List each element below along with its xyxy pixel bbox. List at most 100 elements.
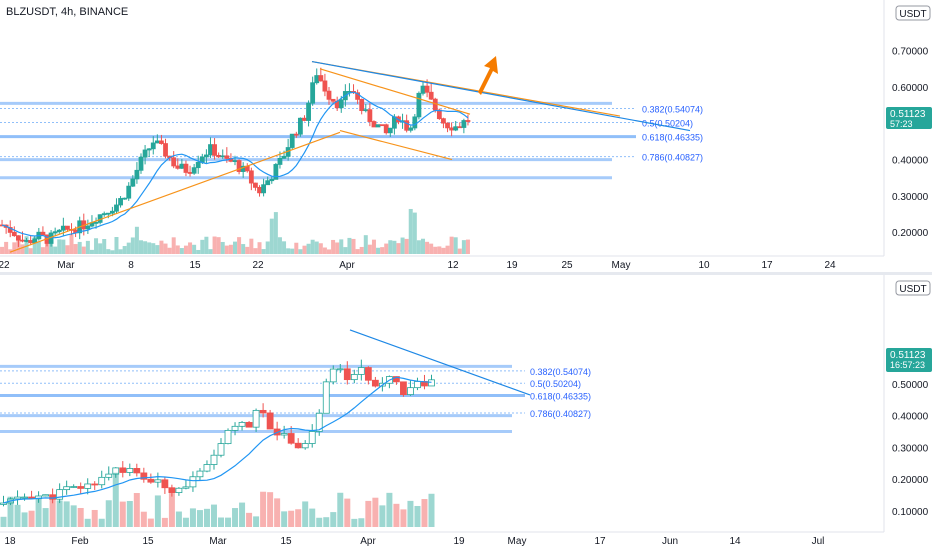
currency-badge xyxy=(895,5,931,21)
candle-body xyxy=(308,431,316,444)
symbol-title: BLZUSDT, 4h, BINANCE xyxy=(6,6,129,18)
y-tick-label: 0.40000 xyxy=(892,412,929,423)
volume-bar xyxy=(302,245,307,254)
candle-body xyxy=(318,75,324,82)
pane-divider[interactable] xyxy=(0,272,932,275)
volume-bar xyxy=(237,237,242,254)
candle-body xyxy=(414,381,421,389)
volume-bar xyxy=(330,512,337,527)
bar-countdown: 16:57:23 xyxy=(890,360,925,370)
candle-body xyxy=(154,140,160,144)
candle-body xyxy=(252,409,260,428)
volume-bar xyxy=(98,243,103,254)
volume-bar xyxy=(363,235,368,254)
candle-body xyxy=(105,473,113,478)
x-tick-label: Apr xyxy=(339,260,355,271)
volume-bar xyxy=(372,497,379,527)
volume-bar xyxy=(290,248,295,254)
volume-bar xyxy=(337,492,344,527)
volume-bar xyxy=(388,240,393,254)
candle-body xyxy=(40,231,46,236)
candle-body xyxy=(407,387,414,395)
volume-bar xyxy=(133,493,140,527)
volume-bar xyxy=(81,246,86,254)
candle-body xyxy=(350,374,358,381)
volume-bar xyxy=(192,244,197,254)
volume-bar xyxy=(393,503,400,527)
volume-bar xyxy=(175,245,180,254)
volume-bar xyxy=(49,495,56,527)
volume-bar xyxy=(21,512,28,527)
x-tick-label: 10 xyxy=(698,260,710,271)
volume-bar xyxy=(151,243,156,254)
x-tick-label: Jul xyxy=(812,536,825,547)
candle-body xyxy=(203,154,209,158)
currency-label: USDT xyxy=(899,9,926,20)
candle-body xyxy=(404,120,410,131)
volume-bar xyxy=(94,238,99,254)
volume-bar xyxy=(143,241,148,254)
candle-body xyxy=(15,235,21,241)
volume-bar xyxy=(225,517,232,527)
candle-body xyxy=(175,487,183,493)
x-tick-label: 17 xyxy=(594,536,606,547)
candle-body xyxy=(14,496,21,500)
volume-bar xyxy=(105,500,112,527)
candle-body xyxy=(112,467,120,475)
candle-body xyxy=(336,368,344,371)
volume-bar xyxy=(189,508,196,527)
chart-4h-svg[interactable]: USDT0.700000.600000.500000.400000.300000… xyxy=(0,0,932,272)
volume-bar xyxy=(347,237,352,254)
volume-bar xyxy=(376,247,381,254)
volume-bar xyxy=(102,239,107,254)
volume-bar xyxy=(16,236,21,254)
candle-body xyxy=(449,127,455,131)
volume-bar xyxy=(0,516,7,527)
x-tick-label: 22 xyxy=(252,260,264,271)
channel-lower-line xyxy=(339,129,453,161)
candle-body xyxy=(322,80,328,92)
volume-bar xyxy=(130,237,135,254)
volume-bar xyxy=(188,242,193,254)
volume-bar xyxy=(183,245,188,254)
candle-body xyxy=(293,133,299,136)
fib-level-label: 0.382(0.54074) xyxy=(530,367,591,377)
x-tick-label: Mar xyxy=(57,260,75,271)
chart-1d-svg[interactable]: USDT0.600000.500000.400000.300000.200000… xyxy=(0,275,932,550)
volume-bar xyxy=(412,212,417,254)
volume-bar xyxy=(249,238,254,254)
volume-bar xyxy=(155,245,160,254)
x-tick-label: 15 xyxy=(189,260,201,271)
volume-bar xyxy=(295,509,302,527)
candle-body xyxy=(168,487,176,493)
candle-body xyxy=(0,502,7,505)
volume-bar xyxy=(351,238,356,254)
volume-bar xyxy=(339,239,344,254)
candle-body xyxy=(371,379,379,387)
candle-body xyxy=(11,231,17,237)
volume-bar xyxy=(253,248,258,254)
volume-bar xyxy=(245,246,250,254)
candle-body xyxy=(383,124,389,134)
candle-body xyxy=(363,109,369,112)
chart-panel-4h[interactable]: BLZUSDT, 4h, BINANCE USDT 0.70000 0.60000 0… xyxy=(0,0,932,272)
candle-body xyxy=(273,164,279,180)
fib-level-label: 0.618(0.46335) xyxy=(530,391,591,401)
volume-bar xyxy=(281,511,288,527)
candle-body xyxy=(259,409,267,414)
volume-bar xyxy=(433,246,438,254)
candle-body xyxy=(182,486,190,489)
candle-body xyxy=(453,126,459,131)
x-tick-label: 19 xyxy=(453,536,465,547)
candle-body xyxy=(224,155,230,159)
volume-bar xyxy=(379,505,386,527)
volume-bar xyxy=(408,208,413,254)
volume-bar xyxy=(84,518,91,527)
volume-bar xyxy=(69,234,74,254)
volume-bar xyxy=(12,242,17,254)
fib-level-label: 0.5(0.50204) xyxy=(642,119,693,129)
chart-panel-1d[interactable]: USDT0.600000.500000.400000.300000.200000… xyxy=(0,275,932,550)
candle-body xyxy=(150,142,156,150)
candle-body xyxy=(238,421,246,427)
candle-body xyxy=(343,368,351,381)
